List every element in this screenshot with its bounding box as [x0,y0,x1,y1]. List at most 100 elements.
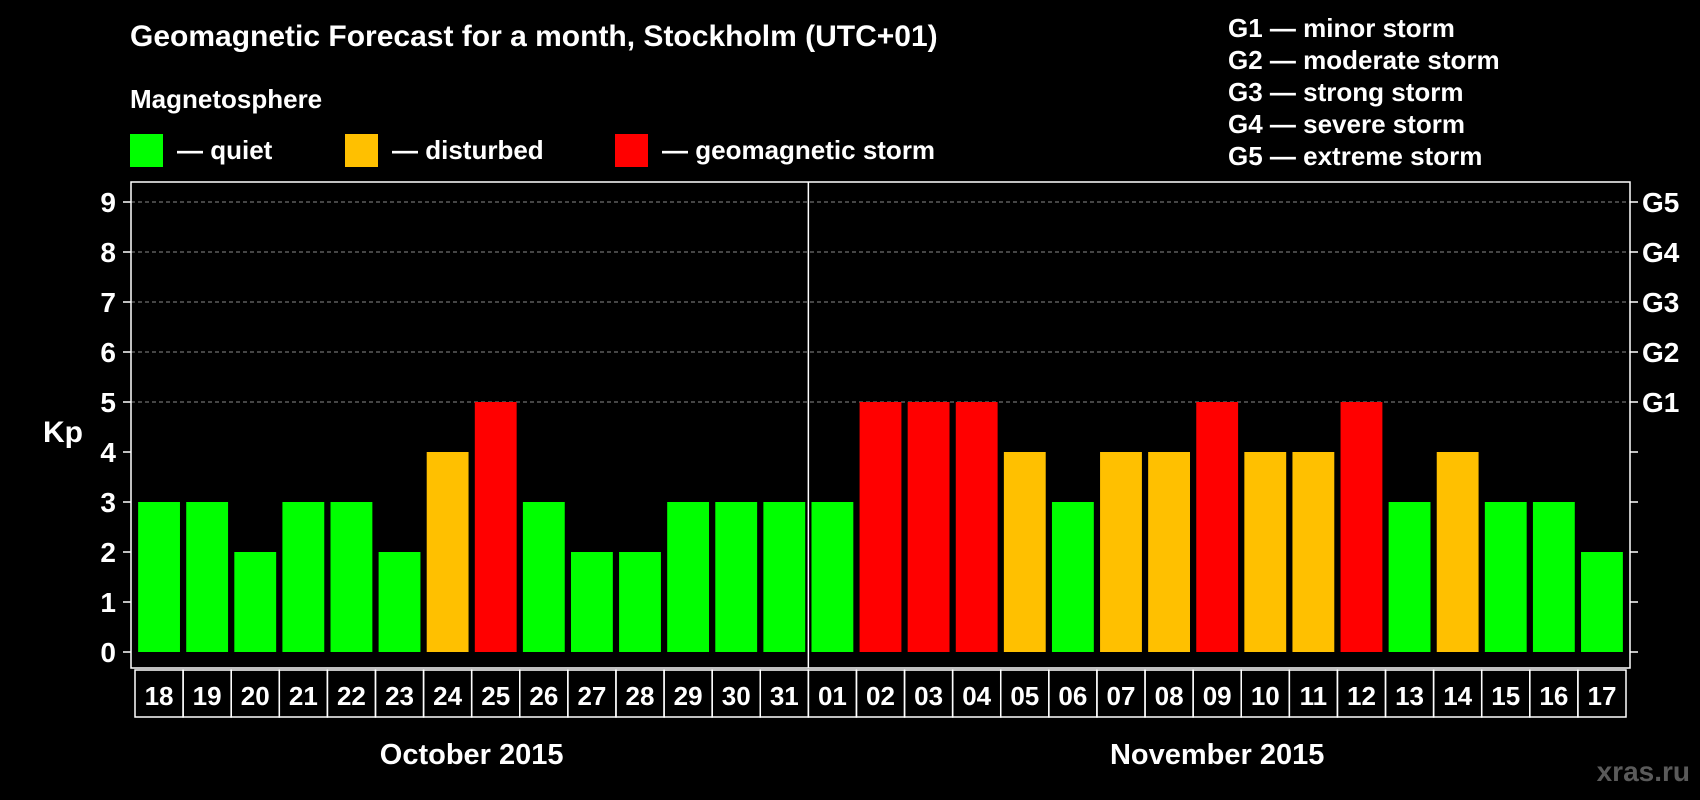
month-label-0: October 2015 [380,739,564,771]
right-label-g3: G3 [1642,287,1679,318]
bar-day-22 [330,502,373,652]
legend-disturbed: — disturbed [345,134,544,167]
date-label-29: 29 [674,681,703,711]
date-label-07: 07 [1107,681,1136,711]
bar-day-04 [955,402,998,652]
date-label-20: 20 [241,681,270,711]
bar-day-31 [763,502,806,652]
bar-day-29 [667,502,710,652]
legend-quiet-label: — quiet [177,135,273,165]
bar-day-09 [1196,402,1239,652]
date-label-13: 13 [1395,681,1424,711]
legend-quiet: — quiet [130,134,272,167]
bar-day-17 [1581,552,1623,652]
date-label-21: 21 [289,681,318,711]
storm-level-legend: G1 — minor storm G2 — moderate storm G3 … [1228,12,1500,172]
legend-storm: — geomagnetic storm [615,134,935,167]
storm-level-g1: G1 — minor storm [1228,13,1455,43]
date-label-17: 17 [1587,681,1616,711]
y-axis-label: Kp [43,416,83,449]
legend-disturbed-label: — disturbed [392,135,544,165]
date-label-02: 02 [866,681,895,711]
y-tick-label-4: 4 [100,437,116,468]
date-label-24: 24 [433,681,462,711]
storm-level-g3: G3 — strong storm [1228,77,1464,107]
bar-day-27 [570,552,613,652]
bar-day-02 [859,402,902,652]
bar-day-14 [1436,452,1479,652]
legend-storm-label: — geomagnetic storm [662,135,936,165]
date-label-22: 22 [337,681,366,711]
date-label-06: 06 [1058,681,1087,711]
date-label-12: 12 [1347,681,1376,711]
right-label-g1: G1 [1642,387,1679,418]
y-tick-label-6: 6 [100,337,116,368]
bar-day-08 [1148,452,1191,652]
right-label-g2: G2 [1642,337,1679,368]
date-label-18: 18 [145,681,174,711]
date-label-10: 10 [1251,681,1280,711]
bar-day-28 [619,552,661,652]
bar-day-06 [1051,502,1094,652]
bar-day-10 [1244,452,1287,652]
bar-day-13 [1388,502,1431,652]
date-label-01: 01 [818,681,847,711]
month-label-1: November 2015 [1110,739,1324,771]
y-tick-label-9: 9 [100,187,116,218]
legend-quiet-swatch [130,134,163,167]
date-label-31: 31 [770,681,799,711]
bar-day-23 [378,552,421,652]
bar-day-24 [426,452,469,652]
bar-day-20 [234,552,277,652]
y-tick-label-2: 2 [100,537,116,568]
date-label-03: 03 [914,681,943,711]
right-label-g5: G5 [1642,187,1679,218]
plot-frame [130,181,1631,669]
y-tick-label-7: 7 [100,287,116,318]
date-label-23: 23 [385,681,414,711]
date-label-25: 25 [481,681,510,711]
bar-day-03 [907,402,950,652]
date-label-08: 08 [1155,681,1184,711]
y-tick-label-1: 1 [100,587,116,618]
date-label-09: 09 [1203,681,1232,711]
magnetosphere-heading: Magnetosphere [130,84,323,114]
bar-day-12 [1340,402,1383,652]
bar-day-25 [474,402,517,652]
date-label-14: 14 [1443,681,1472,711]
date-cell-17 [1577,669,1627,718]
storm-level-g2: G2 — moderate storm [1228,45,1500,75]
y-tick-label-3: 3 [100,487,116,518]
date-label-28: 28 [626,681,655,711]
date-label-11: 11 [1300,681,1328,711]
date-label-19: 19 [193,681,222,711]
bar-day-15 [1484,502,1527,652]
y-tick-label-5: 5 [100,387,116,418]
date-label-05: 05 [1010,681,1039,711]
date-label-30: 30 [722,681,751,711]
storm-level-g5: G5 — extreme storm [1228,141,1483,171]
page-title: Geomagnetic Forecast for a month, Stockh… [130,20,938,53]
bar-day-07 [1100,452,1142,652]
bar-day-16 [1532,502,1575,652]
date-label-16: 16 [1539,681,1568,711]
bar-day-30 [715,502,758,652]
date-label-04: 04 [962,681,991,711]
watermark: xras.ru [1596,756,1690,787]
legend-disturbed-swatch [345,134,378,167]
bar-day-18 [138,502,180,652]
bar-day-11 [1292,452,1335,652]
bar-day-19 [186,502,229,652]
date-label-26: 26 [529,681,558,711]
bar-day-21 [282,502,325,652]
y-tick-label-8: 8 [100,237,116,268]
bar-day-05 [1003,452,1046,652]
date-label-15: 15 [1491,681,1520,711]
y-tick-label-0: 0 [100,637,116,668]
date-label-27: 27 [577,681,606,711]
legend-storm-swatch [615,134,648,167]
bar-day-01 [811,502,854,652]
right-label-g4: G4 [1642,237,1680,268]
storm-level-g4: G4 — severe storm [1228,109,1466,139]
